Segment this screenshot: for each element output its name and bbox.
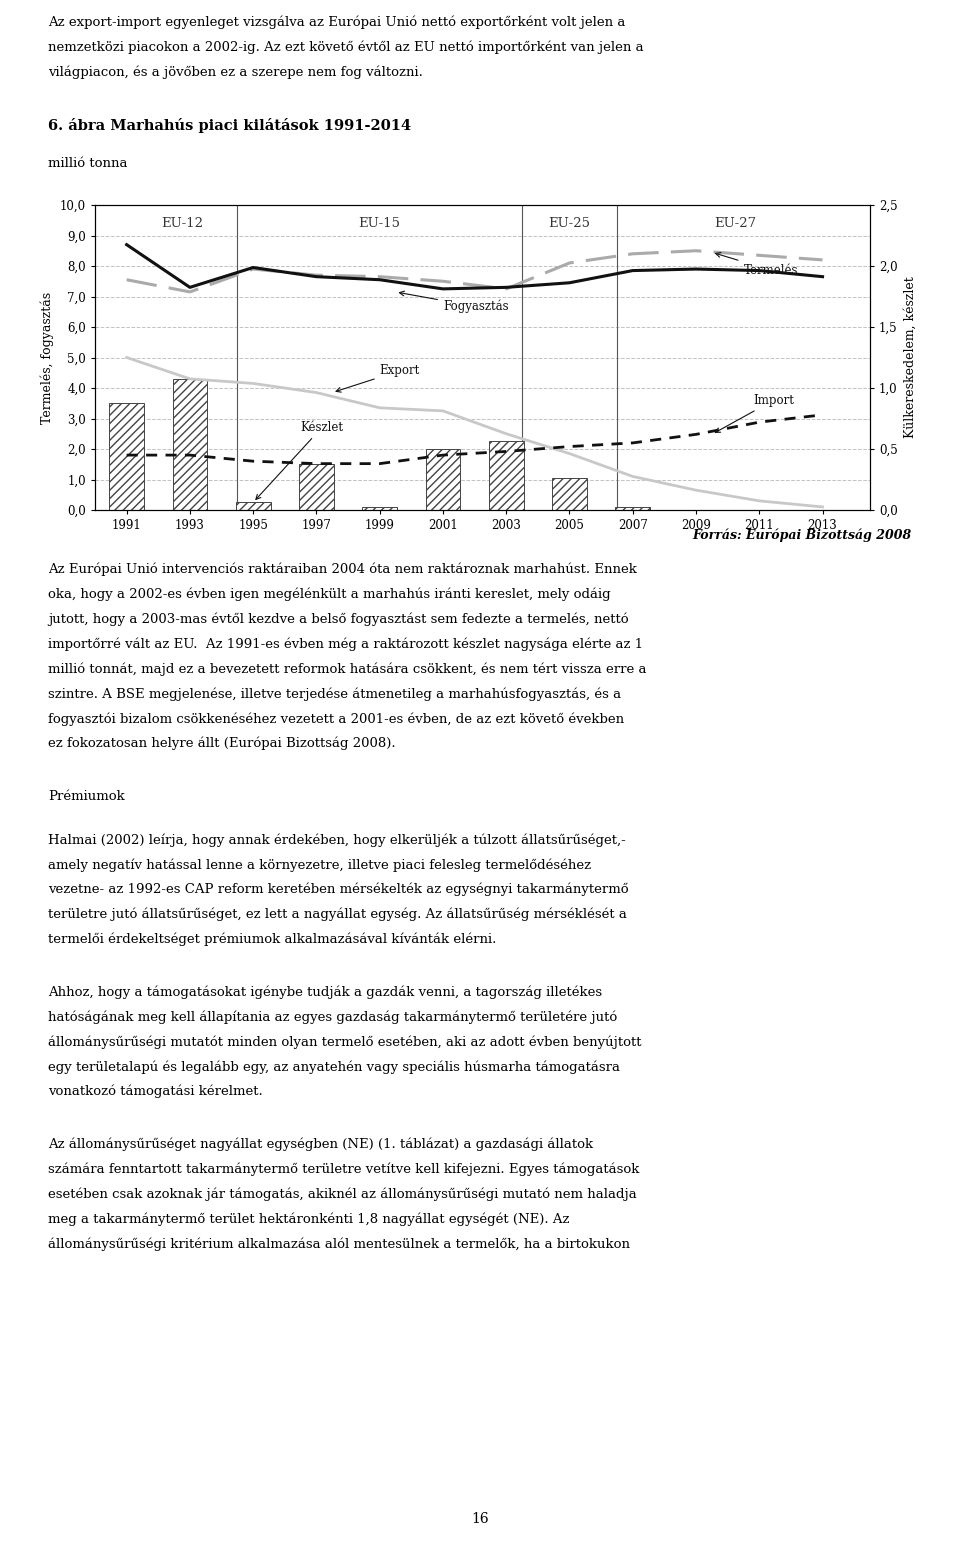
Bar (173, 379, 207, 510)
Text: Forrás: Európai Bizottság 2008: Forrás: Európai Bizottság 2008 (693, 528, 912, 542)
Text: 16: 16 (471, 1512, 489, 1526)
Text: importőrré vált az EU.  Az 1991-es évben még a raktározott készlet nagysága elér: importőrré vált az EU. Az 1991-es évben … (48, 637, 643, 651)
Bar (236, 502, 271, 510)
Bar (615, 507, 650, 510)
Text: EU-25: EU-25 (548, 218, 590, 230)
Text: EU-27: EU-27 (714, 218, 756, 230)
Text: esetében csak azoknak jár támogatás, akiknél az állománysűrűségi mutató nem hala: esetében csak azoknak jár támogatás, aki… (48, 1187, 636, 1201)
Text: ez fokozatosan helyre állt (Európai Bizottság 2008).: ez fokozatosan helyre állt (Európai Bizo… (48, 737, 396, 751)
Bar (299, 465, 334, 510)
Text: millió tonnát, majd ez a bevezetett reformok hatására csökkent, és nem tért viss: millió tonnát, majd ez a bevezetett refo… (48, 662, 646, 676)
Text: Prémiumok: Prémiumok (48, 789, 125, 803)
Y-axis label: Külkereskedelem, készlet: Külkereskedelem, készlet (903, 277, 917, 438)
Y-axis label: Termelés, fogyasztás: Termelés, fogyasztás (40, 292, 55, 424)
Text: 6. ábra Marhahús piaci kilátások 1991-2014: 6. ábra Marhahús piaci kilátások 1991-20… (48, 118, 411, 134)
Text: nemzetközi piacokon a 2002-ig. Az ezt követő évtől az EU nettó importőrként van : nemzetközi piacokon a 2002-ig. Az ezt kö… (48, 40, 643, 54)
Text: Import: Import (715, 393, 794, 432)
Text: Az állománysűrűséget nagyállat egységben (NE) (1. táblázat) a gazdasági állatok: Az állománysűrűséget nagyállat egységben… (48, 1138, 593, 1152)
Text: Az Európai Unió intervenciós raktáraiban 2004 óta nem raktároznak marhahúst. Enn: Az Európai Unió intervenciós raktáraiban… (48, 563, 636, 577)
Text: egy területalapú és legalább egy, az anyatehén vagy speciális húsmarha támogatás: egy területalapú és legalább egy, az any… (48, 1060, 620, 1074)
Bar (362, 507, 397, 510)
Text: Termelés: Termelés (716, 253, 798, 277)
Bar (425, 449, 461, 510)
Bar (552, 479, 587, 510)
Text: Export: Export (336, 364, 420, 392)
Bar (489, 441, 523, 510)
Text: EU-12: EU-12 (161, 218, 203, 230)
Text: Az export-import egyenleget vizsgálva az Európai Unió nettó exportőrként volt je: Az export-import egyenleget vizsgálva az… (48, 16, 625, 30)
Text: hatóságának meg kell állapítania az egyes gazdaság takarmánytermő területére jut: hatóságának meg kell állapítania az egye… (48, 1010, 617, 1024)
Text: állománysűrűségi mutatót minden olyan termelő esetében, aki az adott évben benyú: állománysűrűségi mutatót minden olyan te… (48, 1035, 641, 1049)
Text: millió tonna: millió tonna (48, 157, 128, 169)
Text: területre jutó állatsűrűséget, ez lett a nagyállat egység. Az állatsűrűség mérsé: területre jutó állatsűrűséget, ez lett a… (48, 908, 627, 922)
Text: amely negatív hatással lenne a környezetre, illetve piaci felesleg termelődéséhe: amely negatív hatással lenne a környezet… (48, 858, 591, 872)
Text: állománysűrűségi kritérium alkalmazása alól mentesülnek a termelők, ha a birtoku: állománysűrűségi kritérium alkalmazása a… (48, 1237, 630, 1251)
Text: Halmai (2002) leírja, hogy annak érdekében, hogy elkerüljék a túlzott állatsűrűs: Halmai (2002) leírja, hogy annak érdekéb… (48, 833, 626, 847)
Text: oka, hogy a 2002-es évben igen megélénkült a marhahús iránti kereslet, mely odái: oka, hogy a 2002-es évben igen megélénkü… (48, 587, 611, 601)
Text: termelői érdekeltséget prémiumok alkalmazásával kívánták elérni.: termelői érdekeltséget prémiumok alkalma… (48, 932, 496, 946)
Text: jutott, hogy a 2003-mas évtől kezdve a belső fogyasztást sem fedezte a termelés,: jutott, hogy a 2003-mas évtől kezdve a b… (48, 612, 629, 626)
Text: EU-15: EU-15 (359, 218, 400, 230)
Text: szintre. A BSE megjelenése, illetve terjedése átmenetileg a marhahúsfogyasztás, : szintre. A BSE megjelenése, illetve terj… (48, 687, 621, 701)
Bar (109, 402, 144, 510)
Text: világpiacon, és a jövőben ez a szerepe nem fog változni.: világpiacon, és a jövőben ez a szerepe n… (48, 65, 422, 79)
Text: Ahhoz, hogy a támogatásokat igénybe tudják a gazdák venni, a tagország illetékes: Ahhoz, hogy a támogatásokat igénybe tudj… (48, 985, 602, 999)
Text: számára fenntartott takarmánytermő területre vetítve kell kifejezni. Egyes támog: számára fenntartott takarmánytermő terül… (48, 1162, 639, 1176)
Text: Készlet: Készlet (256, 421, 344, 499)
Text: meg a takarmánytermő terület hektáronkénti 1,8 nagyállat egységét (NE). Az: meg a takarmánytermő terület hektáronkén… (48, 1212, 569, 1226)
Text: Fogyasztás: Fogyasztás (399, 291, 509, 314)
Text: fogyasztói bizalom csökkenéséhez vezetett a 2001-es évben, de az ezt követő évek: fogyasztói bizalom csökkenéséhez vezetet… (48, 712, 624, 726)
Text: vezetne- az 1992-es CAP reform keretében mérsékelték az egységnyi takarmánytermő: vezetne- az 1992-es CAP reform keretében… (48, 883, 629, 897)
Text: vonatkozó támogatási kérelmet.: vonatkozó támogatási kérelmet. (48, 1085, 263, 1099)
